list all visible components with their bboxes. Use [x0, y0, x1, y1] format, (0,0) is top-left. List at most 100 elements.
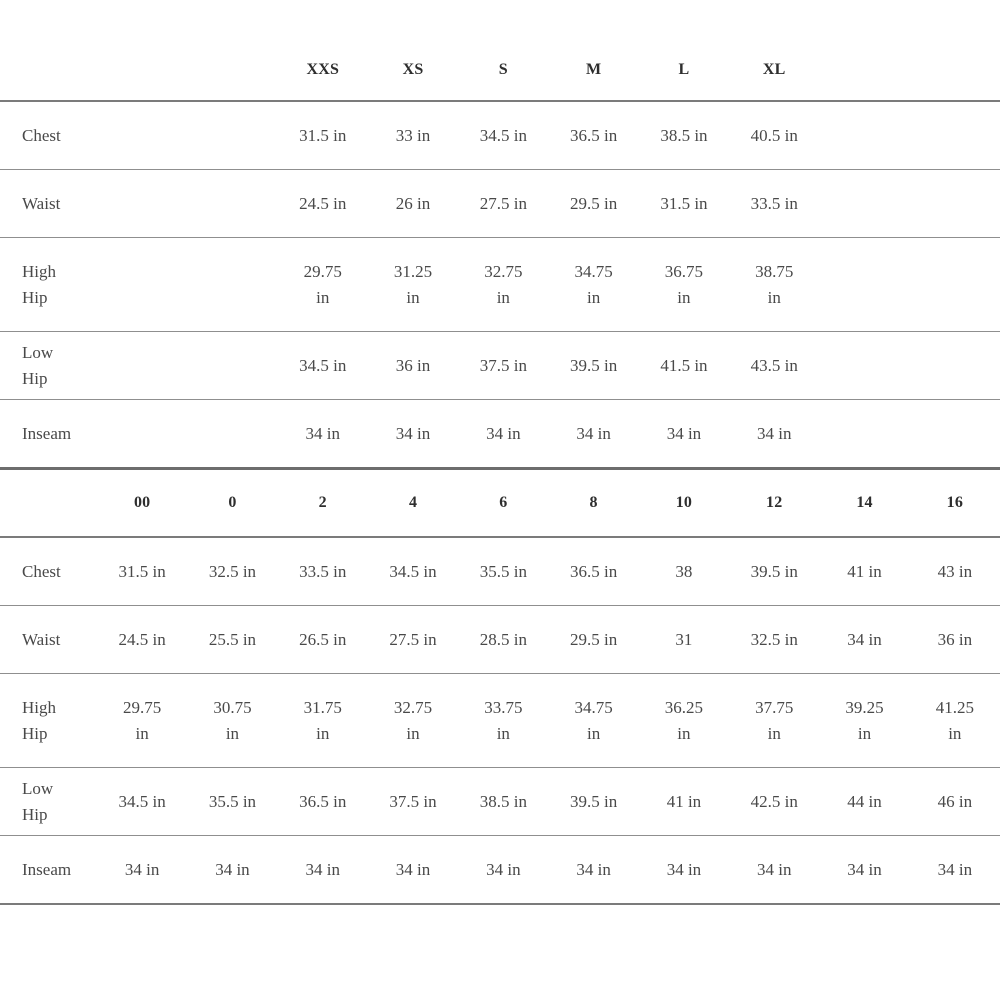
measurement-value: 36.25 in — [664, 698, 704, 743]
measurement-value: 31.5 in — [660, 193, 708, 213]
measurement-value-cell: 32.5 in — [729, 605, 820, 674]
measurement-value: 41 in — [847, 561, 882, 581]
measurement-value: 32.75 in — [484, 262, 523, 307]
measurement-row-label: Low Hip — [22, 343, 54, 388]
measurement-value-cell: 43.5 in — [729, 331, 820, 400]
empty-header-cell — [187, 40, 278, 102]
measurement-row-label-cell: Waist — [0, 169, 97, 238]
measurement-value: 37.75 in — [755, 698, 794, 743]
measurement-value: 24.5 in — [118, 629, 166, 649]
measurement-value: 34.5 in — [389, 561, 437, 581]
measurement-value: 34.5 in — [118, 791, 166, 811]
size-column-header-label: XS — [402, 61, 424, 78]
measurement-value-cell: 35.5 in — [458, 537, 549, 606]
measurement-row: Chest 31.5 in 33 in 34.5 in 36.5 in 38.5 in 40… — [0, 101, 1000, 170]
measurement-value-cell: 24.5 in — [97, 605, 188, 674]
empty-cell — [819, 331, 910, 400]
measurement-value-cell: 31.5 in — [277, 101, 368, 170]
measurement-value: 39.5 in — [570, 355, 618, 375]
measurement-value-cell: 34 in — [548, 399, 639, 470]
measurement-value-cell: 37.75 in — [729, 673, 820, 768]
measurement-value: 38.5 in — [479, 791, 527, 811]
measurement-value-cell: 31 — [638, 605, 730, 674]
measurement-value: 34 in — [486, 859, 521, 879]
empty-cell — [909, 331, 1000, 400]
measurement-row-label-cell: Inseam — [0, 835, 97, 905]
measurement-value-cell: 39.25 in — [819, 673, 910, 768]
measurement-value: 29.5 in — [570, 193, 618, 213]
measurement-value: 41.5 in — [660, 355, 708, 375]
measurement-value-cell: 43 in — [909, 537, 1000, 606]
measurement-value: 32.5 in — [208, 561, 257, 581]
measurement-value-cell: 31.25 in — [367, 237, 459, 332]
corner-cell — [0, 470, 97, 538]
size-column-header-label: 6 — [499, 494, 508, 511]
measurement-value: 33 in — [395, 125, 431, 145]
measurement-row-label-cell: Low Hip — [0, 767, 97, 836]
measurement-value-cell: 34 in — [277, 399, 368, 470]
measurement-value-cell: 36 in — [909, 605, 1000, 674]
measurement-value: 37.5 in — [389, 791, 437, 811]
measurement-value: 34 in — [576, 859, 611, 879]
measurement-value-cell: 36.5 in — [548, 101, 639, 170]
measurement-value-cell: 46 in — [909, 767, 1000, 836]
empty-cell — [909, 169, 1000, 238]
measurement-value: 30.75 in — [213, 698, 252, 743]
measurement-value: 34 in — [215, 859, 250, 879]
measurement-value: 36.5 in — [570, 561, 618, 581]
measurement-value: 33.5 in — [299, 561, 347, 581]
measurement-value: 27.5 in — [389, 629, 437, 649]
measurement-value: 36 in — [937, 629, 973, 649]
size-column-header-label: 10 — [675, 494, 693, 511]
measurement-value-cell: 25.5 in — [187, 605, 278, 674]
measurement-value: 39.25 in — [845, 698, 884, 743]
size-column-header-label: 4 — [408, 494, 418, 511]
measurement-value: 34 in — [756, 859, 792, 879]
measurement-value: 40.5 in — [750, 125, 798, 145]
measurement-value-cell: 40.5 in — [729, 101, 820, 170]
size-column-header-label: M — [585, 61, 602, 78]
size-column-header: 4 — [367, 470, 459, 538]
measurement-value: 33.5 in — [750, 193, 798, 213]
measurement-value: 35.5 in — [479, 561, 527, 581]
measurement-value: 34 in — [666, 423, 702, 443]
size-column-header-label: 14 — [856, 494, 873, 511]
measurement-value-cell: 32.5 in — [187, 537, 278, 606]
measurement-value-cell: 31.5 in — [97, 537, 188, 606]
measurement-row: Low Hip 34.5 in 36 in 37.5 in 39.5 in 41.5 in… — [0, 331, 1000, 400]
empty-header-cell — [909, 40, 1000, 102]
measurement-value: 43 in — [937, 561, 973, 581]
measurement-value-cell: 34.75 in — [548, 673, 639, 768]
empty-cell — [819, 101, 910, 170]
measurement-value: 36.5 in — [570, 125, 618, 145]
empty-header-cell — [97, 40, 188, 102]
measurement-value-cell: 31.75 in — [277, 673, 368, 768]
measurement-value-cell: 34.5 in — [367, 537, 459, 606]
measurement-value-cell: 38.5 in — [638, 101, 730, 170]
measurement-value-cell: 30.75 in — [187, 673, 278, 768]
measurement-value-cell: 36.5 in — [548, 537, 639, 606]
size-column-header: 16 — [909, 470, 1000, 538]
measurement-value-cell: 29.75 in — [97, 673, 188, 768]
measurement-value-cell: 41 in — [638, 767, 730, 836]
empty-header-cell — [819, 40, 910, 102]
measurement-row: Waist 24.5 in 26 in 27.5 in 29.5 in 31.5 in 33… — [0, 169, 1000, 238]
measurement-value: 35.5 in — [208, 791, 257, 811]
size-column-header: 6 — [458, 470, 549, 538]
measurement-value-cell: 44 in — [819, 767, 910, 836]
measurement-row: Waist 24.5 in 25.5 in 26.5 in 27.5 in 28.5 in… — [0, 605, 1000, 674]
measurement-row: Inseam 34 in 34 in 34 in 34 in 34 in 34 in 34 i… — [0, 835, 1000, 905]
corner-cell — [0, 40, 97, 102]
measurement-value: 24.5 in — [299, 193, 347, 213]
size-column-header-label: 0 — [228, 494, 237, 511]
measurement-row-label-cell: Chest — [0, 101, 97, 170]
empty-cell — [909, 399, 1000, 470]
measurement-row-label-cell: Inseam — [0, 399, 97, 470]
measurement-value-cell: 34 in — [458, 399, 549, 470]
size-column-header: XL — [729, 40, 820, 102]
measurement-value: 34 in — [756, 423, 792, 443]
empty-cell — [97, 331, 188, 400]
empty-cell — [909, 101, 1000, 170]
measurement-value-cell: 34 in — [97, 835, 188, 905]
measurement-value-cell: 39.5 in — [548, 331, 639, 400]
